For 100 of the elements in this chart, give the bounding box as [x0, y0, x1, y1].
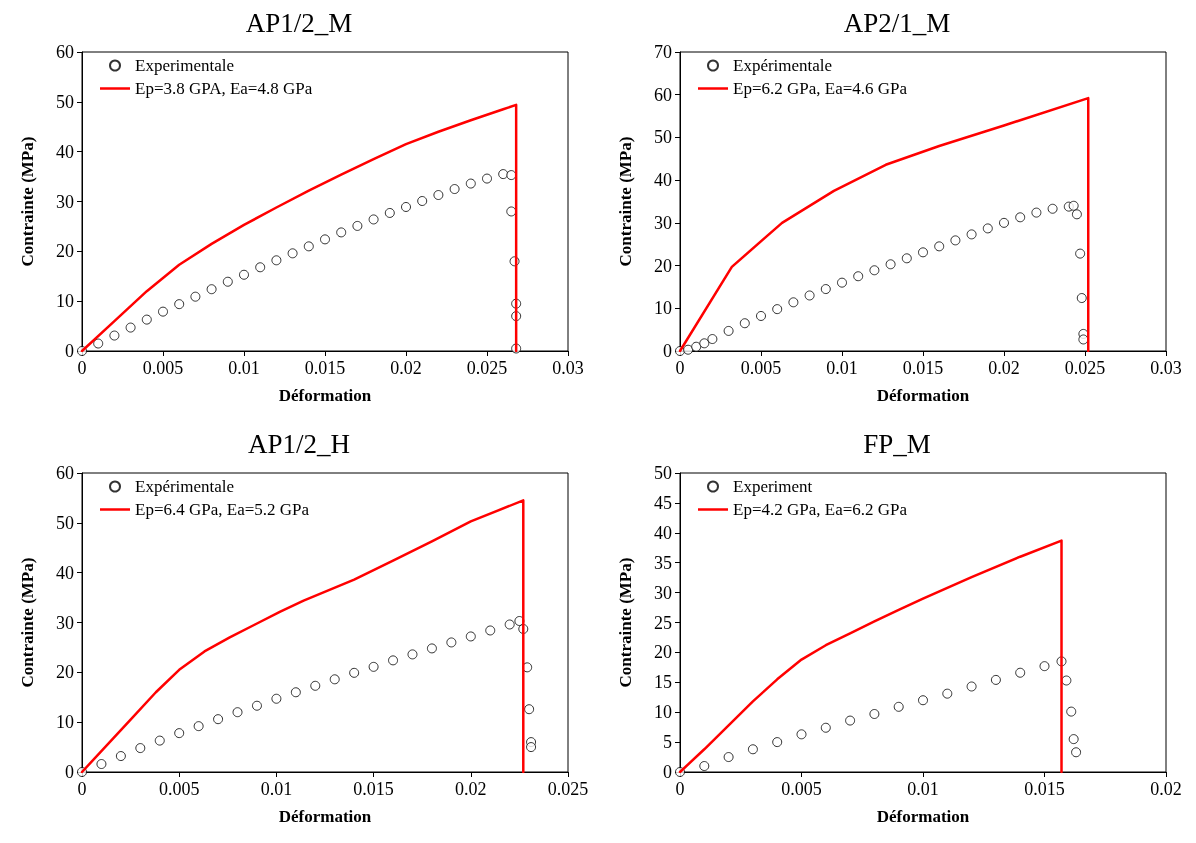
point [255, 262, 266, 273]
y-tick-label: 20 [56, 662, 74, 683]
point [320, 234, 330, 245]
point [352, 220, 363, 231]
point [1071, 209, 1082, 220]
y-tick-label: 10 [56, 712, 74, 733]
point [845, 715, 856, 726]
legend-label: Expérimentale [135, 477, 235, 496]
y-tick-label: 25 [654, 612, 672, 633]
point [820, 722, 831, 733]
y-axis-title: Contrainte (MPa) [616, 136, 635, 267]
y-tick-label: 30 [56, 191, 74, 212]
point [1075, 248, 1086, 259]
y-tick-label: 30 [56, 612, 74, 633]
x-tick-label: 0.03 [552, 358, 584, 378]
point [401, 201, 411, 212]
point [683, 344, 694, 355]
x-tick-label: 0.02 [455, 779, 487, 799]
x-tick-label: 0.02 [390, 358, 422, 378]
legend-label: Expérimentale [733, 56, 833, 75]
point [482, 173, 492, 184]
legend-label: Experimentale [135, 56, 235, 75]
point [504, 619, 515, 630]
point [446, 637, 457, 648]
y-tick-label: 10 [654, 702, 672, 723]
point [125, 322, 136, 333]
y-tick-label: 5 [663, 732, 672, 753]
point [141, 314, 152, 325]
x-tick-label: 0.025 [547, 779, 589, 799]
y-tick-label: 0 [663, 762, 672, 782]
point [271, 255, 282, 266]
x-tick-label: 0.015 [902, 358, 944, 378]
point [449, 184, 460, 195]
x-axis-title: Déformation [876, 386, 970, 405]
point [465, 631, 476, 642]
point [772, 737, 783, 748]
point [707, 334, 718, 345]
point [222, 276, 233, 287]
point [747, 744, 758, 755]
point [1071, 747, 1082, 758]
point [820, 284, 831, 295]
y-tick-label: 10 [56, 291, 74, 312]
x-tick-label: 0.005 [781, 779, 822, 799]
x-tick-label: 0.015 [353, 779, 394, 799]
point [193, 721, 204, 732]
x-tick-label: 0.01 [907, 779, 939, 799]
point [966, 681, 977, 692]
y-tick-label: 0 [663, 341, 672, 361]
x-tick-label: 0.02 [988, 358, 1020, 378]
point [287, 248, 298, 259]
chart-title: AP1/2_H [247, 428, 351, 459]
point [723, 325, 734, 336]
y-tick-label: 35 [654, 552, 672, 573]
chart-title: FP_M [863, 428, 931, 459]
y-axis-title: Contrainte (MPa) [18, 136, 37, 267]
x-tick-label: 0.01 [260, 779, 293, 799]
point [691, 341, 702, 352]
y-tick-label: 40 [56, 141, 74, 162]
point [498, 169, 509, 180]
point [96, 759, 107, 770]
point [966, 229, 977, 240]
point [417, 196, 428, 206]
y-tick-label: 10 [654, 298, 672, 319]
x-tick-label: 0.015 [304, 358, 346, 378]
point [1015, 212, 1026, 223]
x-tick-label: 0.025 [1064, 358, 1106, 378]
chart-title: AP1/2_M [245, 7, 353, 38]
point [303, 241, 314, 252]
point [1015, 667, 1026, 678]
x-tick-label: 0.03 [1150, 358, 1182, 378]
y-tick-label: 30 [654, 582, 672, 603]
point [1066, 706, 1077, 717]
x-tick-label: 0.005 [142, 358, 184, 378]
point [407, 649, 418, 660]
point [388, 655, 399, 666]
point [239, 269, 249, 280]
x-axis-title: Déformation [278, 807, 372, 826]
point [174, 299, 185, 310]
point [853, 271, 864, 282]
point [869, 265, 880, 276]
y-tick-label: 50 [56, 512, 74, 533]
point [368, 661, 379, 672]
y-tick-label: 60 [56, 463, 74, 483]
y-tick-label: 50 [654, 127, 672, 148]
point [918, 247, 928, 258]
point [329, 674, 340, 685]
point [368, 214, 379, 225]
x-tick-label: 0.02 [1150, 779, 1182, 799]
point [93, 338, 104, 349]
y-tick-label: 0 [65, 762, 74, 782]
point [115, 751, 126, 762]
point [465, 178, 476, 189]
point [190, 291, 201, 302]
point [174, 728, 185, 739]
point [336, 227, 347, 238]
point [982, 223, 993, 234]
point [1068, 200, 1079, 211]
x-axis-title: Déformation [278, 386, 372, 405]
y-tick-label: 60 [56, 42, 74, 62]
point [699, 761, 710, 772]
